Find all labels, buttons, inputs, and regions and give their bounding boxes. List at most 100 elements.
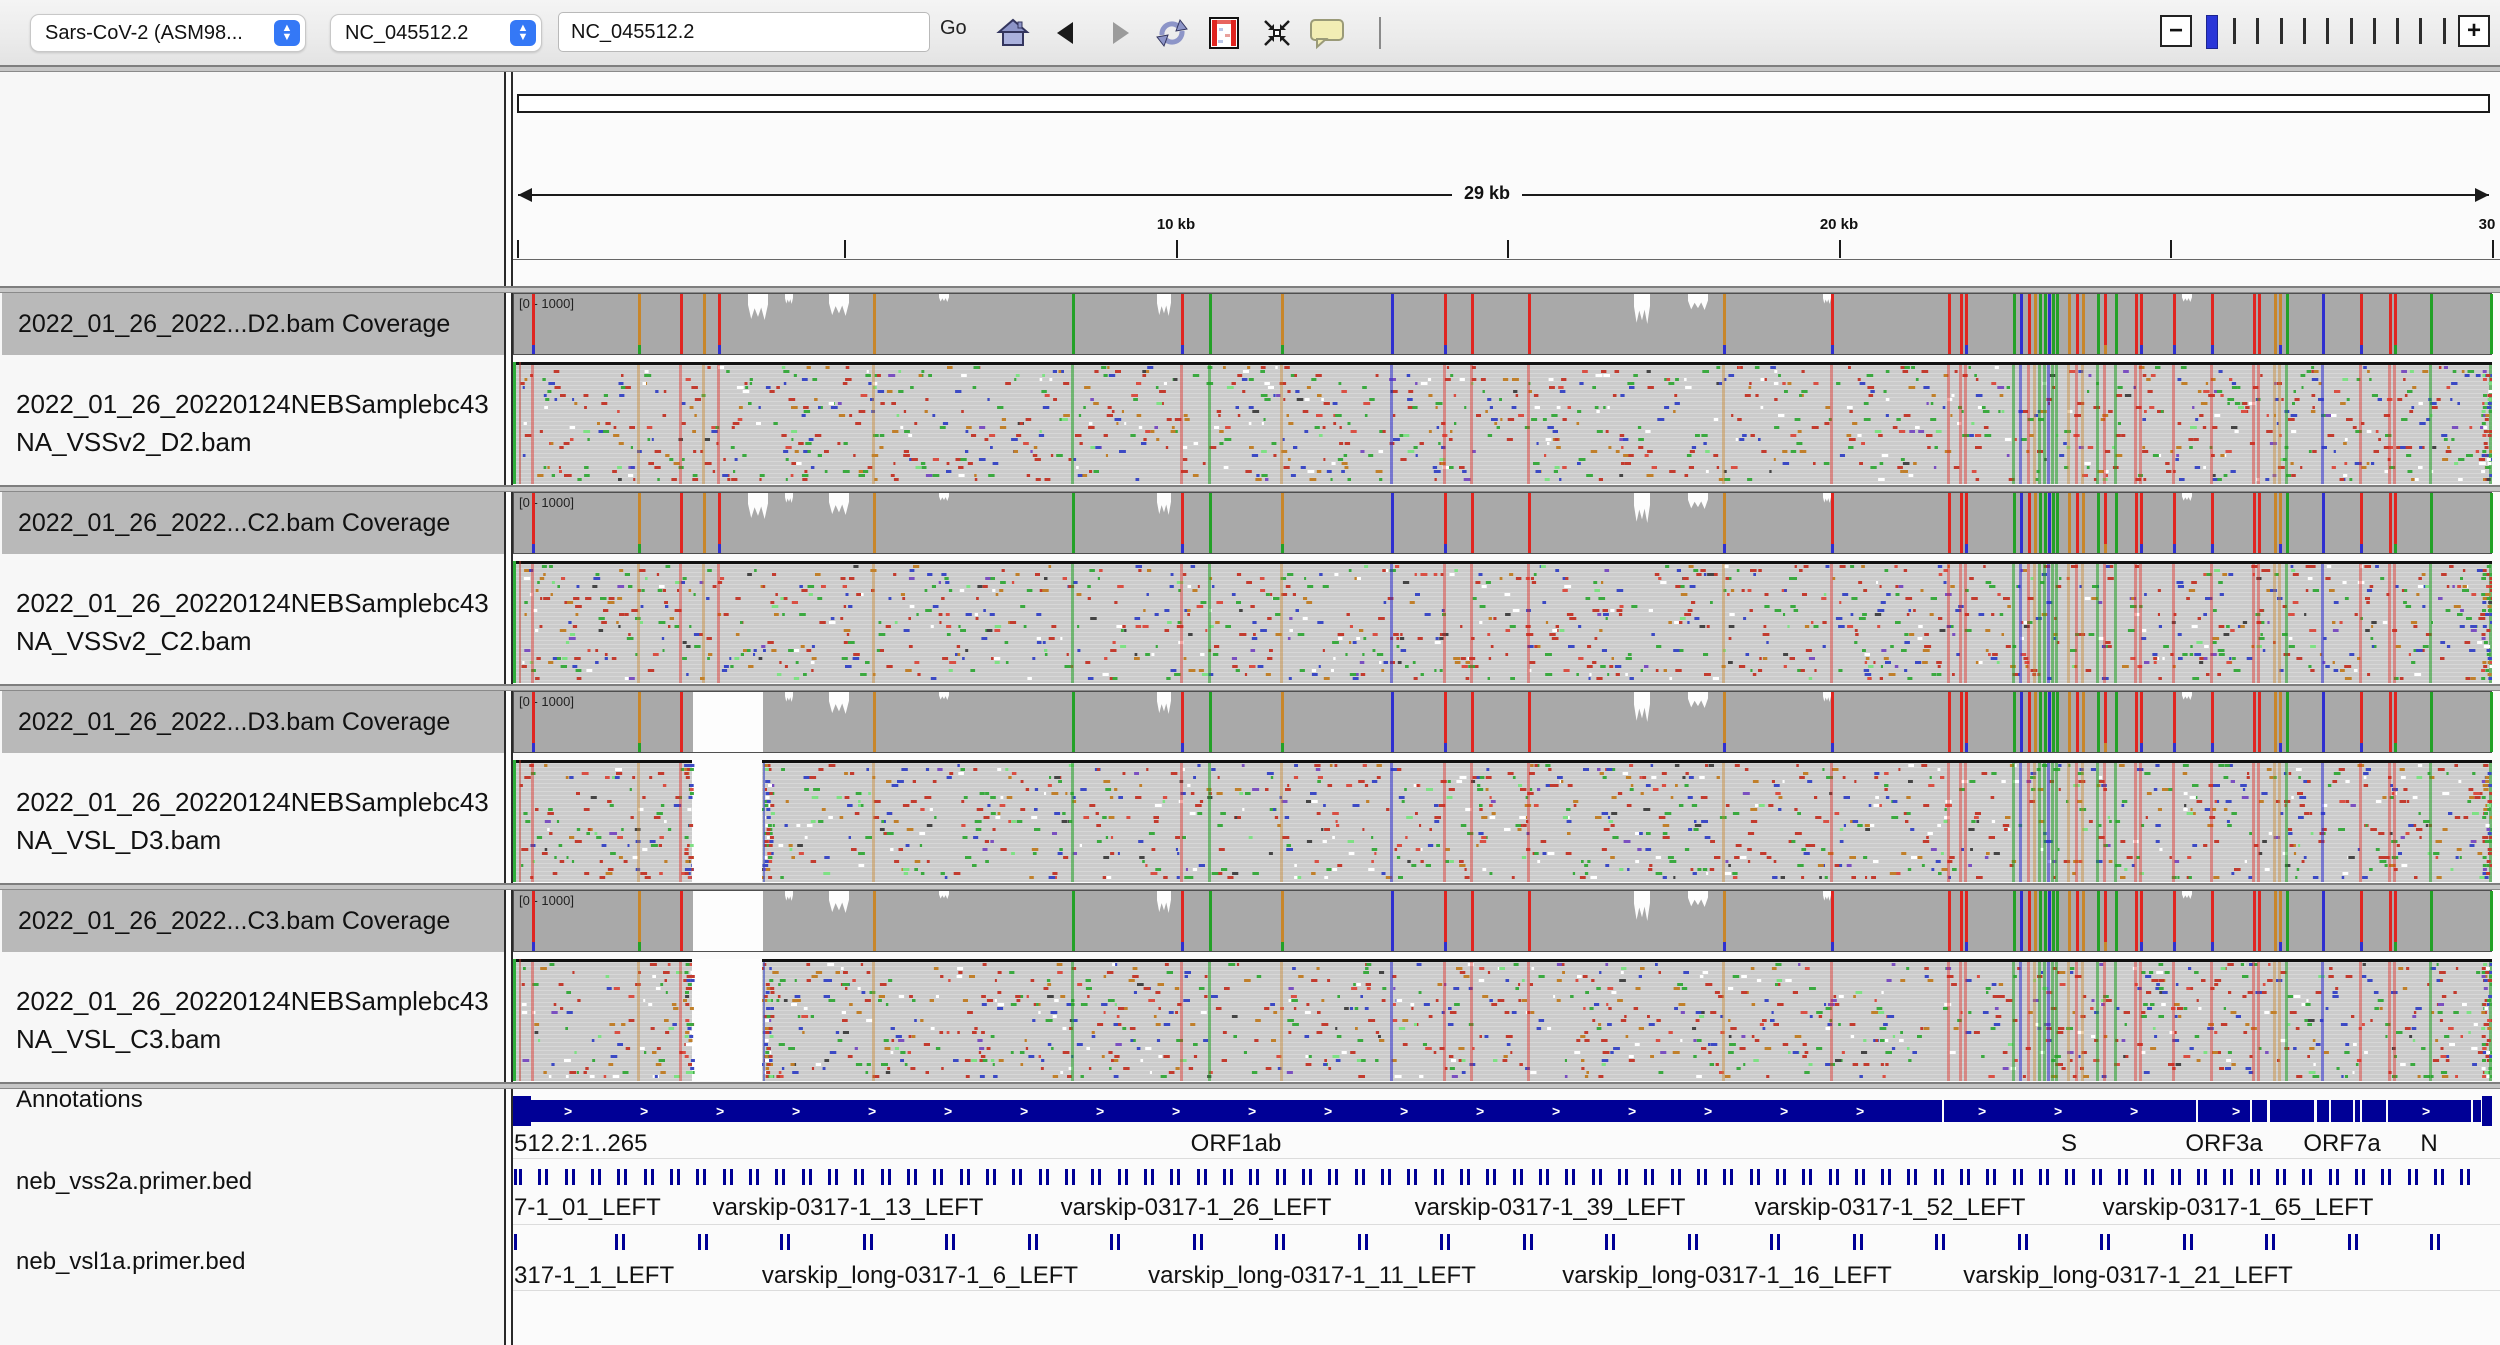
primer-tick[interactable] <box>780 1234 783 1250</box>
primer-tick[interactable] <box>2223 1169 2227 1185</box>
primer-tick[interactable] <box>1414 1169 1418 1185</box>
primer-tick[interactable] <box>952 1234 955 1250</box>
primer-tick[interactable] <box>1091 1169 1095 1185</box>
primer-tick[interactable] <box>1881 1169 1885 1185</box>
primer-tick[interactable] <box>2098 1169 2102 1185</box>
primer-tick[interactable] <box>1624 1169 1628 1185</box>
primer-tick[interactable] <box>1275 1169 1279 1185</box>
primer-tick[interactable] <box>1907 1169 1911 1185</box>
primer-tick[interactable] <box>1196 1169 1200 1185</box>
primer-tick[interactable] <box>1354 1169 1358 1185</box>
alignment-track[interactable] <box>513 959 2492 1081</box>
primer-tick[interactable] <box>834 1169 838 1185</box>
primer-tick[interactable] <box>2362 1169 2366 1185</box>
zoom-slider[interactable] <box>2206 15 2218 49</box>
primer-tick[interactable] <box>827 1169 831 1185</box>
primer-tick[interactable] <box>1407 1169 1411 1185</box>
zoom-tick[interactable] <box>2419 18 2423 44</box>
primer-tick[interactable] <box>1064 1169 1068 1185</box>
primer-tick[interactable] <box>2151 1169 2155 1185</box>
primer-tick[interactable] <box>1861 1169 1865 1185</box>
primer-tick[interactable] <box>1677 1169 1681 1185</box>
primer-tick[interactable] <box>643 1169 647 1185</box>
primer-tick[interactable] <box>992 1169 996 1185</box>
primer-tick[interactable] <box>782 1169 786 1185</box>
primer-tick[interactable] <box>2182 1234 2186 1250</box>
primer-tick[interactable] <box>1942 1234 1945 1250</box>
primer-tick[interactable] <box>1809 1169 1813 1185</box>
primer-tick[interactable] <box>1591 1169 1595 1185</box>
primer-tick[interactable] <box>2388 1169 2392 1185</box>
primer-tick[interactable] <box>985 1169 989 1185</box>
primer-tick[interactable] <box>1617 1169 1621 1185</box>
primer-tick[interactable] <box>1852 1234 1856 1250</box>
primer-tick[interactable] <box>676 1169 680 1185</box>
primer-tick[interactable] <box>808 1169 812 1185</box>
coverage-track[interactable]: [0 - 1000] <box>513 691 2493 753</box>
primer-tick[interactable] <box>1644 1169 1648 1185</box>
primer-tick[interactable] <box>1756 1169 1760 1185</box>
gene-box[interactable] <box>2362 1100 2386 1122</box>
primer-tick[interactable] <box>1308 1169 1312 1185</box>
primer-tick[interactable] <box>1519 1169 1523 1185</box>
primer-tick[interactable] <box>748 1169 752 1185</box>
zoom-in-button[interactable]: + <box>2458 15 2490 47</box>
primer-tick[interactable] <box>624 1169 628 1185</box>
primer-tick[interactable] <box>1529 1234 1533 1250</box>
primer-tick[interactable] <box>564 1169 568 1185</box>
primer-tick[interactable] <box>1802 1169 1806 1185</box>
primer-tick[interactable] <box>2414 1169 2418 1185</box>
primer-tick[interactable] <box>1935 1234 1938 1250</box>
primer-tick[interactable] <box>1730 1169 1734 1185</box>
primer-tick[interactable] <box>2091 1169 2095 1185</box>
primer-tick[interactable] <box>1177 1169 1181 1185</box>
primer-tick[interactable] <box>1538 1169 1542 1185</box>
primer-tick[interactable] <box>1859 1234 1863 1250</box>
primer-tick[interactable] <box>869 1234 873 1250</box>
primer-tick[interactable] <box>2019 1169 2023 1185</box>
primer-tick[interactable] <box>2170 1169 2174 1185</box>
primer-tick[interactable] <box>862 1234 866 1250</box>
primer-tick[interactable] <box>959 1169 963 1185</box>
primer-tick[interactable] <box>696 1169 700 1185</box>
annotations-panel-label[interactable]: Annotations <box>16 1086 143 1113</box>
track-coverage-label[interactable]: 2022_01_26_2022...D3.bam Coverage <box>2 691 504 753</box>
primer-tick[interactable] <box>755 1169 759 1185</box>
primer-tick[interactable] <box>2024 1234 2028 1250</box>
zoom-out-button[interactable]: − <box>2160 15 2192 47</box>
primer-tick[interactable] <box>704 1234 708 1250</box>
primer-tick[interactable] <box>2437 1234 2440 1250</box>
primer-tick[interactable] <box>1199 1234 1203 1250</box>
primer-tick[interactable] <box>787 1234 790 1250</box>
primer-tick[interactable] <box>1256 1169 1260 1185</box>
primer-tick[interactable] <box>1045 1169 1049 1185</box>
home-icon[interactable] <box>994 14 1032 52</box>
primer-tick[interactable] <box>1447 1234 1450 1250</box>
primer-tick[interactable] <box>2467 1169 2471 1185</box>
primer-tick[interactable] <box>1335 1169 1339 1185</box>
zoom-tick[interactable] <box>2233 18 2236 44</box>
primer-tick[interactable] <box>2407 1169 2411 1185</box>
primer-tick[interactable] <box>2381 1169 2385 1185</box>
primer-tick[interactable] <box>2046 1169 2050 1185</box>
primer-tick[interactable] <box>1694 1234 1698 1250</box>
zoom-tick[interactable] <box>2372 18 2376 44</box>
chromosome-select[interactable]: NC_045512.2 ▲ ▼ <box>330 14 542 52</box>
primer-tick[interactable] <box>1696 1169 1700 1185</box>
primer-tick[interactable] <box>1512 1169 1516 1185</box>
gene-box[interactable] <box>2473 1100 2481 1122</box>
primer-tick[interactable] <box>1828 1169 1832 1185</box>
primer-tick[interactable] <box>1749 1169 1753 1185</box>
gene-box[interactable] <box>2198 1100 2250 1122</box>
chromosome-ideogram[interactable] <box>517 94 2490 113</box>
primer-tick[interactable] <box>1486 1169 1490 1185</box>
primer-tick[interactable] <box>650 1169 654 1185</box>
primer-tick[interactable] <box>2017 1234 2021 1250</box>
primer-tick[interactable] <box>2230 1169 2234 1185</box>
forward-icon[interactable] <box>1101 14 1139 52</box>
gene-box[interactable] <box>2331 1100 2353 1122</box>
primer-tick[interactable] <box>2355 1169 2359 1185</box>
primer-tick[interactable] <box>1012 1169 1016 1185</box>
zoom-tick[interactable] <box>2302 18 2306 44</box>
primer-tick[interactable] <box>2012 1169 2016 1185</box>
